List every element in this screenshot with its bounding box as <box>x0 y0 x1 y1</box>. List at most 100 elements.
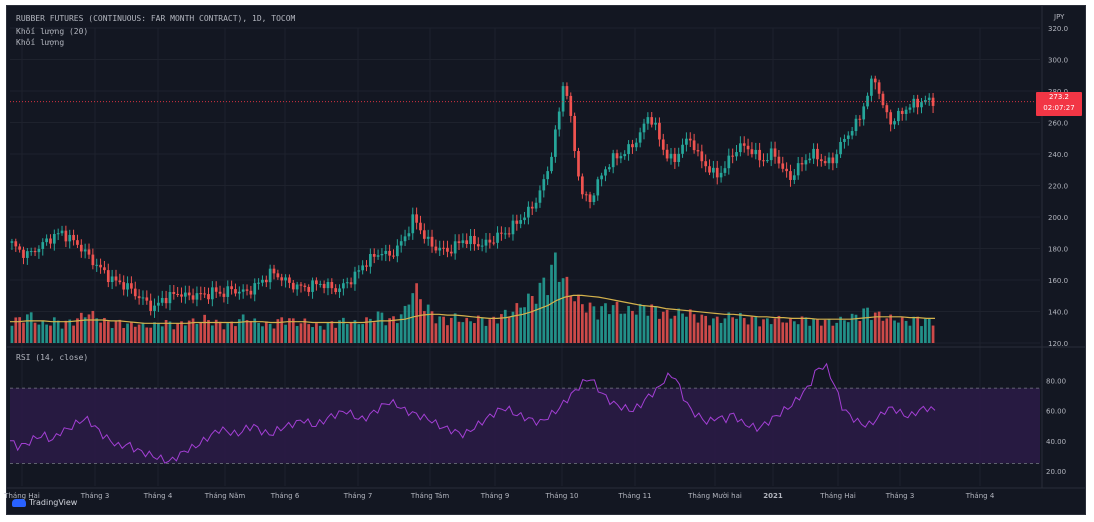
volume-bar <box>484 325 488 343</box>
volume-bar <box>141 322 145 343</box>
rsi-tick-label: 40.00 <box>1046 438 1066 446</box>
volume-bar <box>554 252 557 343</box>
volume-bar <box>846 322 850 343</box>
volume-bar <box>22 322 25 343</box>
candle-body <box>349 282 353 285</box>
volume-bar <box>203 314 206 343</box>
volume-bar <box>870 320 873 343</box>
candle-body <box>927 97 931 101</box>
volume-bar <box>380 312 384 343</box>
candle-body <box>808 158 812 161</box>
candle-body <box>924 100 927 103</box>
volume-bar <box>353 320 357 343</box>
volume-bar <box>446 325 449 343</box>
volume-bar <box>106 321 110 343</box>
candle-body <box>677 153 681 163</box>
candle-body <box>742 143 746 146</box>
volume-bar <box>496 323 499 343</box>
volume-bar <box>395 323 399 343</box>
candle-body <box>854 118 858 132</box>
candle-body <box>523 217 526 221</box>
legend-volume[interactable]: Khối lượng <box>16 38 65 47</box>
volume-bar <box>261 326 264 343</box>
candle-body <box>369 253 372 267</box>
volume-bar <box>18 317 21 343</box>
volume-bar <box>79 312 83 343</box>
volume-bar <box>237 319 241 343</box>
volume-bar <box>634 314 638 343</box>
volume-bar <box>345 324 349 343</box>
volume-bar <box>230 321 233 343</box>
volume-bar <box>384 325 388 343</box>
volume-bar <box>642 305 646 343</box>
volume-bar <box>858 321 862 343</box>
candle-body <box>789 171 792 180</box>
candle-body <box>345 282 349 284</box>
candle-body <box>392 255 395 257</box>
volume-bar <box>673 315 677 343</box>
volume-bar <box>330 321 334 343</box>
legend-rsi[interactable]: RSI (14, close) <box>16 353 89 362</box>
candle-body <box>681 144 684 154</box>
volume-bar <box>153 322 156 343</box>
candle-body <box>311 280 314 292</box>
candle-body <box>453 241 457 254</box>
candle-body <box>330 282 334 289</box>
candle-body <box>384 250 388 254</box>
candle-body <box>765 160 769 162</box>
volume-bar <box>897 322 900 343</box>
candle-body <box>758 149 761 161</box>
candle-body <box>600 175 603 180</box>
volume-bar <box>600 306 603 343</box>
volume-bar <box>29 312 33 343</box>
legend-volume-ma[interactable]: Khối lượng (20) <box>16 27 89 36</box>
candle-body <box>388 250 391 256</box>
volume-bar <box>627 305 630 343</box>
candle-body <box>126 283 129 290</box>
candle-body <box>534 202 538 209</box>
candle-body <box>527 206 530 218</box>
candle-body <box>731 155 735 157</box>
volume-bar <box>415 283 418 343</box>
volume-bar <box>222 329 226 343</box>
candle-body <box>342 283 345 289</box>
candle-body <box>592 195 596 203</box>
candle-body <box>792 175 796 180</box>
volume-bar <box>804 317 808 343</box>
candle-body <box>253 283 257 295</box>
tradingview-brand[interactable]: TradingView <box>12 498 77 507</box>
candle-body <box>218 291 222 294</box>
volume-bar <box>885 318 889 343</box>
price-tick-label: 220.0 <box>1048 183 1068 191</box>
candle-body <box>588 194 592 203</box>
candle-body <box>550 156 553 172</box>
volume-bar <box>338 320 341 343</box>
volume-bar <box>172 329 176 343</box>
candle-body <box>22 249 25 258</box>
candle-body <box>546 171 550 180</box>
time-tick-label: Tháng 9 <box>480 492 510 500</box>
volume-bar <box>492 316 496 343</box>
volume-bar <box>99 322 102 343</box>
candle-body <box>700 151 704 162</box>
candle-body <box>284 277 287 281</box>
legend-symbol[interactable]: RUBBER FUTURES (CONTINUOUS: FAR MONTH CO… <box>16 14 296 23</box>
volume-bar <box>234 326 237 343</box>
candle-body <box>157 302 160 306</box>
candle-body <box>56 233 60 235</box>
time-tick-label: Tháng 4 <box>143 492 173 500</box>
candle-body <box>843 138 846 142</box>
volume-bar <box>133 326 137 343</box>
price-tick-label: 200.0 <box>1048 214 1068 222</box>
candle-body <box>661 139 665 150</box>
candle-body <box>739 143 742 153</box>
candle-body <box>322 283 326 289</box>
time-tick-label: Tháng 3 <box>885 492 915 500</box>
volume-bar <box>912 316 916 343</box>
volume-bar <box>372 322 376 343</box>
countdown-timer: 02:07:27 <box>1043 104 1075 112</box>
candle-body <box>692 140 696 151</box>
volume-bar <box>515 303 519 343</box>
candle-body <box>723 168 727 173</box>
